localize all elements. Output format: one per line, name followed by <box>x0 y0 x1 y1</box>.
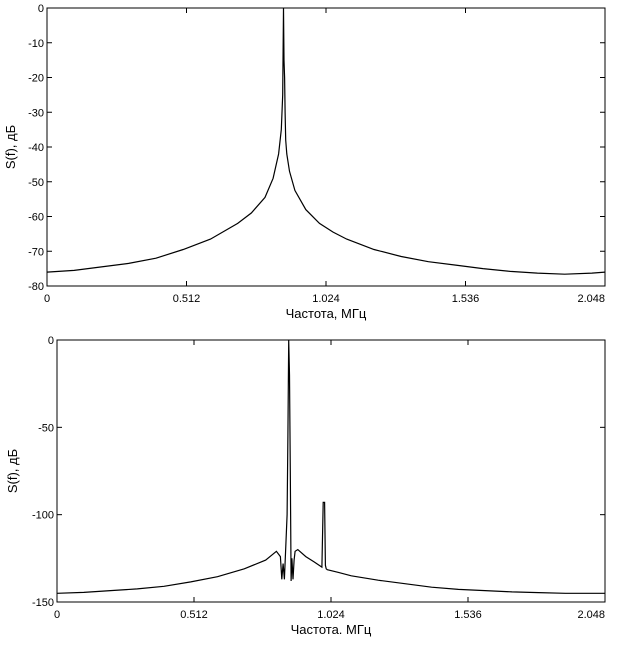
x-tick-label: 2.048 <box>577 609 605 621</box>
x-tick-label: 1.536 <box>454 609 482 621</box>
y-tick-label: -150 <box>32 597 54 609</box>
y-tick-label: -10 <box>28 38 44 50</box>
plot-frame <box>56 339 606 603</box>
y-tick-label: -80 <box>28 281 44 293</box>
x-axis-label: Частота. МГц <box>291 622 372 637</box>
series-line <box>56 339 605 594</box>
x-tick-label: 0 <box>44 293 50 305</box>
y-tick-label: -100 <box>32 510 54 522</box>
y-tick-label: -20 <box>28 73 44 85</box>
x-tick-label: 1.024 <box>317 609 345 621</box>
x-tick-label: 0.512 <box>173 293 201 305</box>
y-tick-label: -70 <box>28 246 44 258</box>
x-tick-label: 2.048 <box>577 293 605 305</box>
x-axis-label: Частота, МГц <box>286 306 367 321</box>
y-tick-label: -40 <box>28 142 44 154</box>
chart-1: 0 0.512 1.024 1.536 2.048 0 -10 -20 -30 -40 -50 -60… <box>3 3 606 321</box>
y-axis-label: S(f), дБ <box>3 125 18 169</box>
y-tick-label: -50 <box>38 422 54 434</box>
y-tick-label: -30 <box>28 107 44 119</box>
x-tick-label: 0 <box>54 609 60 621</box>
series-line <box>46 7 606 275</box>
y-tick-label: -50 <box>28 177 44 189</box>
chart-2: 0 0.512 1.024 1.536 2.048 0 -50 -100 -150 Частота… <box>5 335 606 637</box>
y-tick-label: -60 <box>28 212 44 224</box>
y-axis-label: S(f), дБ <box>5 449 20 493</box>
x-tick-label: 1.024 <box>312 293 340 305</box>
x-tick-label: 0.512 <box>180 609 208 621</box>
y-tick-label: 0 <box>48 335 54 347</box>
y-tick-label: 0 <box>38 3 44 15</box>
x-tick-label: 1.536 <box>452 293 480 305</box>
plot-frame <box>46 7 606 287</box>
